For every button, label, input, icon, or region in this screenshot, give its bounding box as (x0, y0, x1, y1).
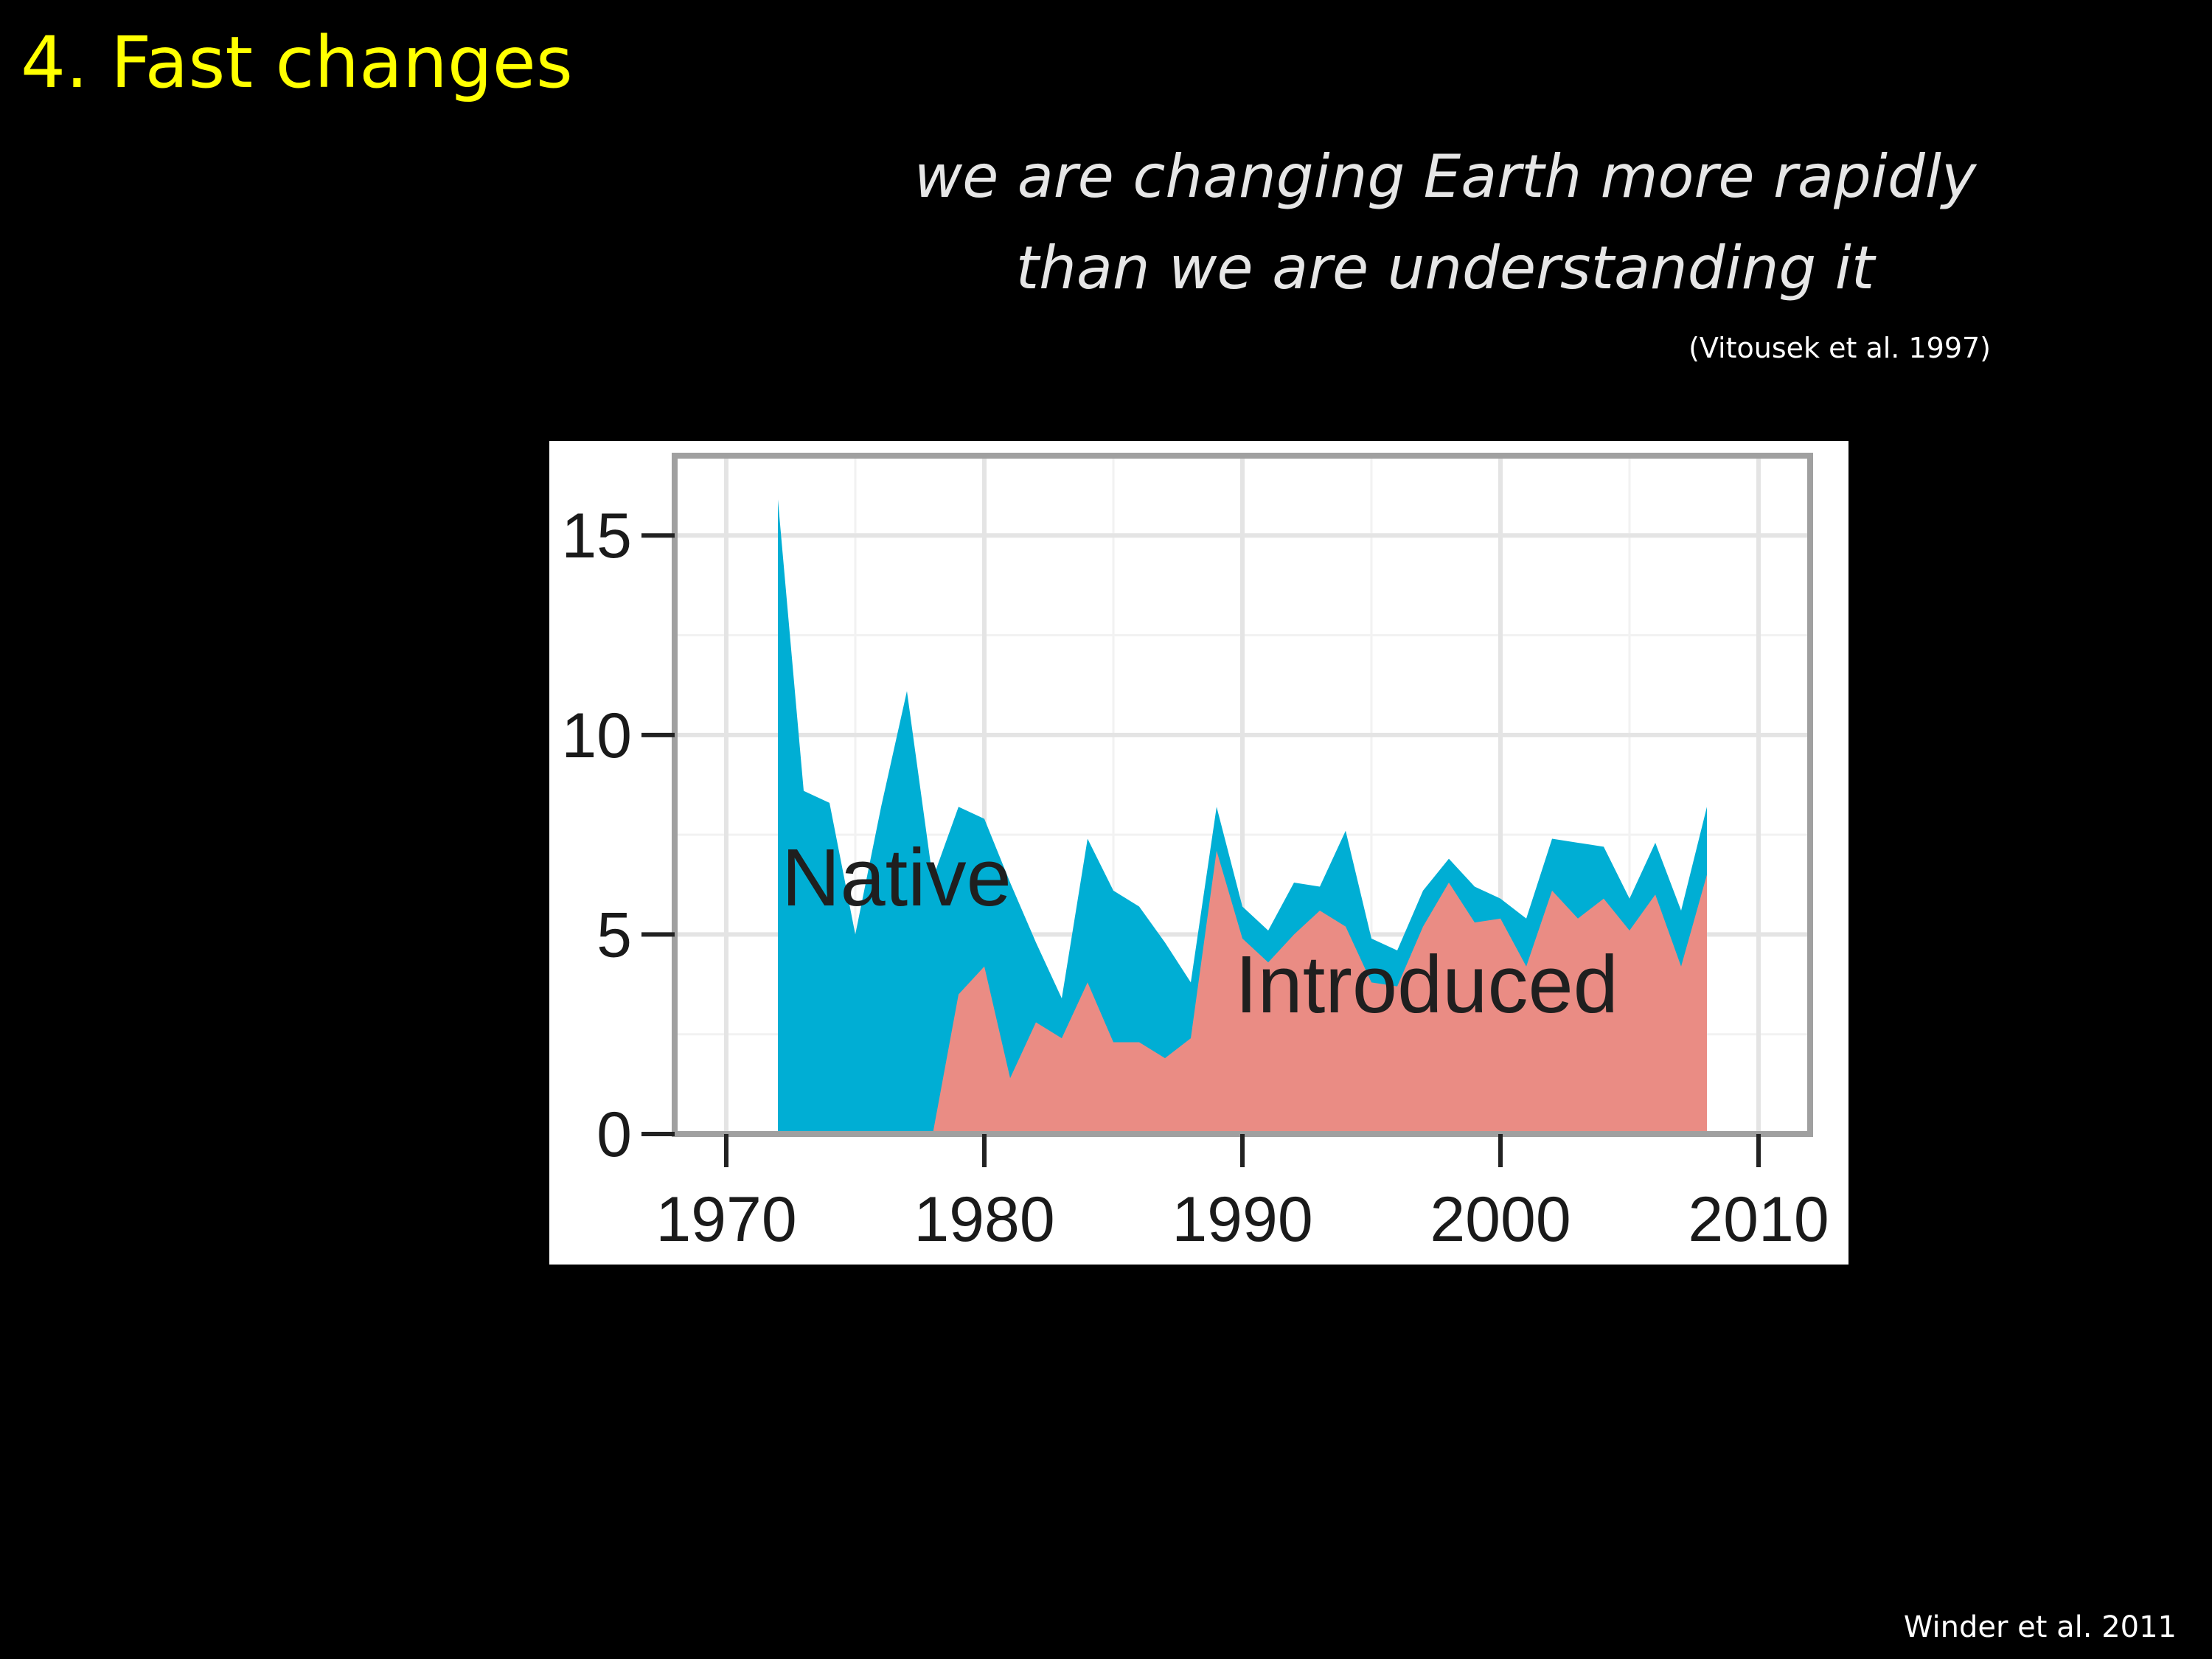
x-tick-label: 2000 (1430, 1184, 1571, 1255)
x-tick-label: 2010 (1688, 1184, 1829, 1255)
x-tick-label: 1990 (1172, 1184, 1312, 1255)
quote: we are changing Earth more rapidly than … (841, 131, 2050, 314)
slide-title: 4. Fast changes (21, 21, 573, 104)
quote-line-2: than we are understanding it (1015, 234, 1875, 302)
introduced-label: Introduced (1235, 939, 1618, 1030)
x-tick-label: 1980 (914, 1184, 1054, 1255)
y-tick-label: 15 (561, 501, 632, 571)
native-label: Native (782, 832, 1012, 923)
introduced-area (778, 850, 1707, 1134)
quote-line-1: we are changing Earth more rapidly (914, 142, 1977, 211)
chart-svg: Native Introduced 0 5 10 15 1970 1980 1990 2000 20… (561, 453, 1829, 1255)
quote-citation: (Vitousek et al. 1997) (1688, 332, 1991, 364)
source-citation: Winder et al. 2011 (1903, 1610, 2177, 1644)
y-tick-label: 0 (597, 1099, 632, 1170)
y-tick-label: 5 (597, 900, 632, 970)
x-tick-label: 1970 (655, 1184, 796, 1255)
y-tick-label: 10 (561, 700, 632, 771)
chart: Native Introduced 0 5 10 15 1970 1980 1990 2000 20… (549, 441, 1848, 1265)
